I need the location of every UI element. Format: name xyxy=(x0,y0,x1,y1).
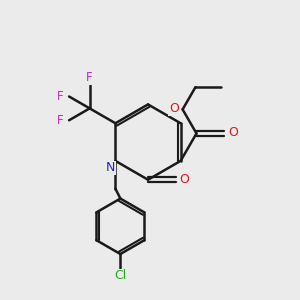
Text: O: O xyxy=(180,173,190,186)
Text: F: F xyxy=(57,114,64,127)
Text: O: O xyxy=(228,126,238,139)
Text: Cl: Cl xyxy=(114,269,127,282)
Text: F: F xyxy=(86,71,93,84)
Text: F: F xyxy=(57,90,64,103)
Text: O: O xyxy=(169,102,178,115)
Text: N: N xyxy=(106,161,115,174)
